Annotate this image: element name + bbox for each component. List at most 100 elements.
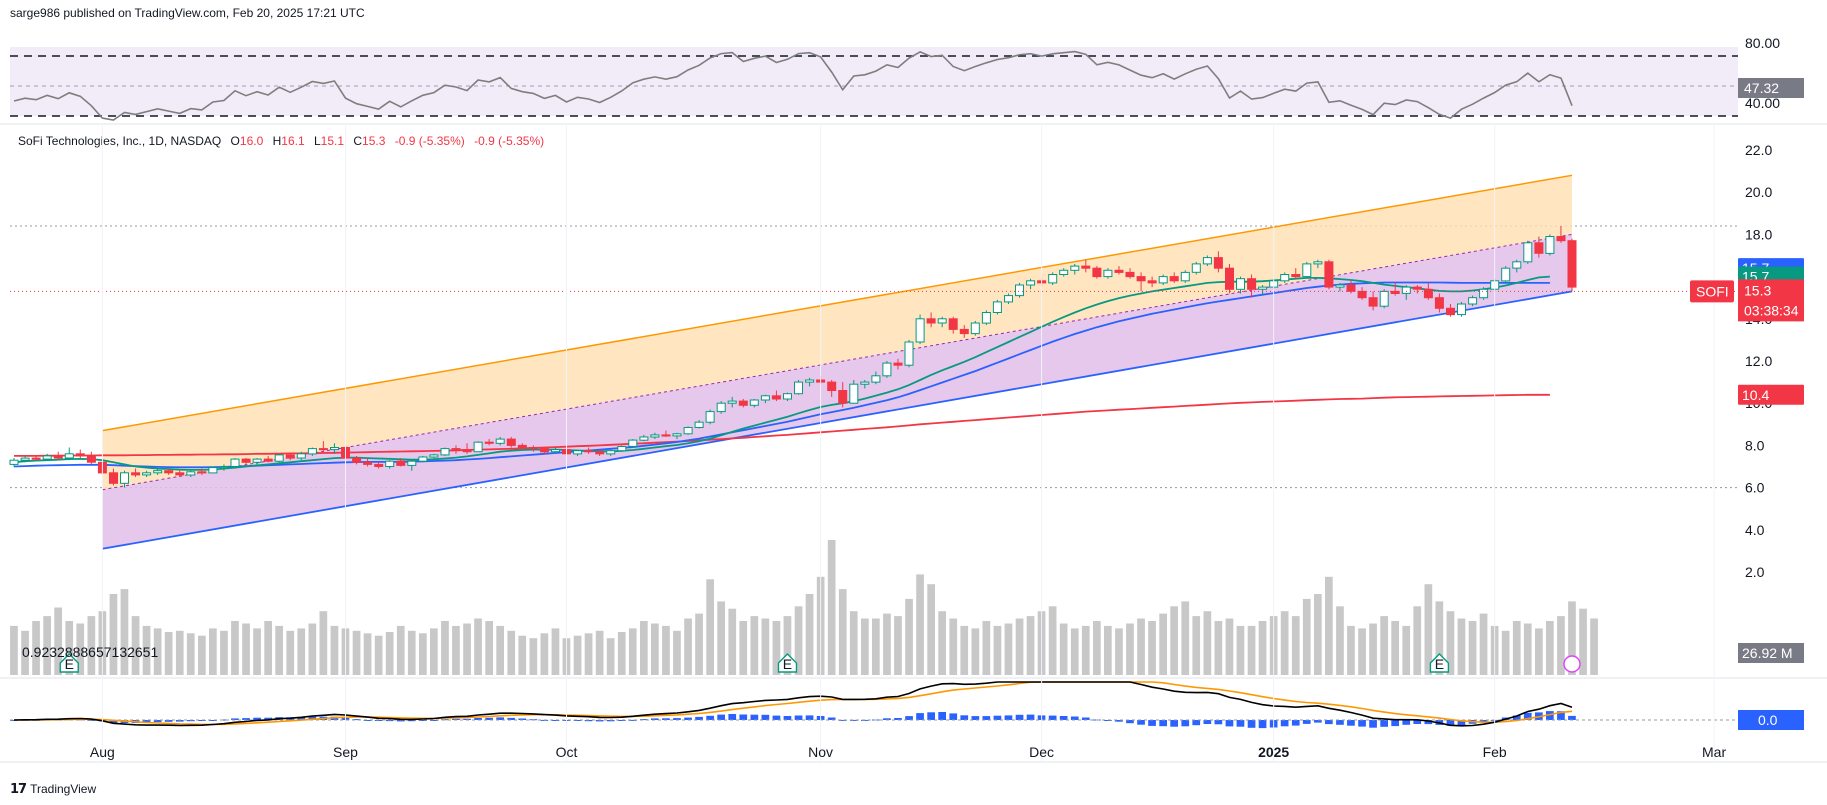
- rsi-line: [13, 50, 1573, 121]
- macd-histogram-bar: [396, 720, 405, 722]
- channel-lower-line: [102, 290, 1573, 550]
- volume-bar: [883, 613, 891, 675]
- volume-bar: [1568, 601, 1576, 675]
- ma200-price-tag: 10.4: [1742, 387, 1769, 403]
- candle: [573, 449, 583, 456]
- candle: [1313, 259, 1323, 269]
- candle-body: [849, 383, 859, 404]
- candle: [517, 443, 527, 450]
- candle: [1468, 295, 1478, 307]
- macd-signal-line: [14, 681, 1573, 726]
- candle-body: [1280, 274, 1290, 282]
- candle: [805, 377, 815, 387]
- candle: [219, 464, 229, 471]
- dividend-lightning-icon: [1563, 655, 1581, 673]
- candle: [1103, 268, 1113, 279]
- candle: [1446, 304, 1455, 317]
- macd-histogram-bar: [452, 718, 460, 720]
- candle-body: [893, 362, 903, 366]
- candle-body: [1147, 280, 1157, 284]
- candle: [893, 358, 903, 370]
- candle: [584, 447, 594, 454]
- volume-bar: [485, 621, 493, 675]
- macd-histogram-bar: [1457, 720, 1466, 726]
- last-price-tag: 15.3: [1744, 282, 1771, 298]
- macd-histogram-bar: [175, 720, 184, 722]
- macd-histogram-bar: [1159, 720, 1167, 727]
- open-label: O: [230, 134, 240, 148]
- candle-body: [1556, 236, 1566, 242]
- macd-histogram-bar: [1523, 712, 1532, 720]
- candle-body: [1059, 269, 1069, 275]
- macd-histogram-bar: [883, 718, 891, 720]
- volume-bar: [938, 611, 946, 675]
- candle: [683, 426, 693, 435]
- candle-body: [197, 471, 207, 474]
- candle-body: [385, 460, 395, 468]
- candle-body: [330, 447, 339, 451]
- macd-histogram-bar: [1280, 720, 1289, 727]
- volume-bar: [1557, 616, 1565, 675]
- x-tick-label: Feb: [1483, 744, 1507, 760]
- volume-bar: [1070, 628, 1079, 675]
- macd-histogram-bar: [827, 717, 836, 720]
- macd-histogram-bar: [1391, 720, 1399, 727]
- macd-histogram-bar: [153, 720, 162, 723]
- candle-body: [252, 458, 262, 463]
- countdown-tag: 03:38:34: [1744, 302, 1799, 318]
- candle: [263, 455, 273, 463]
- change-value: -0.9 (-5.35%): [394, 134, 465, 148]
- volume-bar: [1468, 621, 1477, 675]
- x-tick-label: 2025: [1258, 744, 1289, 760]
- candle-body: [274, 454, 284, 462]
- candle-body: [1125, 271, 1135, 278]
- macd-histogram-bar: [1225, 720, 1234, 727]
- candle-body: [208, 467, 218, 474]
- candle: [904, 339, 914, 368]
- candle-body: [1048, 274, 1058, 284]
- candle: [1434, 293, 1444, 313]
- volume-bar: [253, 628, 261, 675]
- macd-histogram-bar: [1247, 720, 1256, 728]
- candle: [528, 445, 538, 452]
- candle: [1280, 272, 1290, 283]
- volume-bar: [1192, 616, 1201, 675]
- macd-histogram-bar: [1557, 711, 1565, 720]
- macd-histogram-bar: [993, 715, 1002, 720]
- candle: [860, 379, 870, 389]
- candle: [296, 451, 306, 461]
- tradingview-logo-icon: 𝟭𝟳: [10, 781, 27, 796]
- x-tick-label: Dec: [1029, 744, 1054, 760]
- volume-bar: [529, 638, 538, 675]
- candle: [661, 430, 671, 437]
- candle-body: [551, 449, 560, 453]
- macd-histogram-bar: [1479, 720, 1488, 722]
- candle: [827, 379, 837, 397]
- candle: [1225, 263, 1234, 294]
- volume-bar: [1391, 621, 1399, 675]
- macd-histogram-bar: [87, 719, 96, 721]
- candle: [849, 379, 859, 404]
- candle: [1291, 268, 1301, 279]
- volume-bar: [1325, 576, 1333, 675]
- volume-bar: [783, 616, 792, 675]
- volume-bar: [198, 635, 206, 675]
- y-tick-label: 12.0: [1745, 353, 1772, 369]
- candle-body: [860, 381, 870, 385]
- candle: [429, 453, 439, 461]
- candle-body: [1534, 242, 1544, 254]
- candle: [639, 434, 649, 442]
- candle-body: [175, 472, 185, 476]
- candle-body: [1258, 286, 1268, 290]
- candle-body: [9, 459, 19, 465]
- channel-upper-fill: [102, 175, 1572, 490]
- macd-histogram-bar: [838, 719, 847, 721]
- macd-histogram-bar: [949, 713, 958, 720]
- candle-body: [1136, 276, 1146, 282]
- macd-histogram-bar: [1336, 720, 1344, 725]
- candle: [484, 439, 494, 446]
- volume-bar: [750, 616, 759, 675]
- volume-bar: [673, 630, 681, 675]
- candle: [86, 451, 96, 465]
